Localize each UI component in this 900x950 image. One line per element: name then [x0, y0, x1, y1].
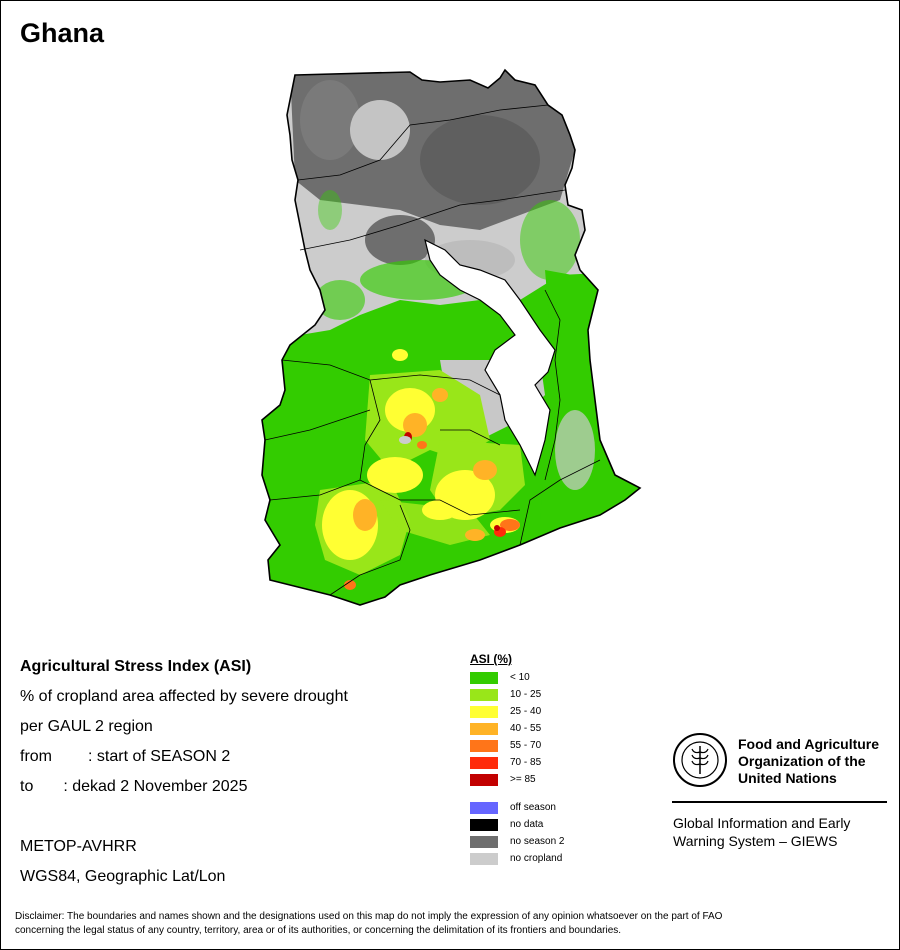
legend-class-item: 70 - 85 — [470, 757, 670, 769]
disclaimer: Disclaimer: The boundaries and names sho… — [15, 911, 723, 936]
ghana-outline — [261, 68, 642, 606]
fao-organization-name: Food and Agriculture Organization of the… — [738, 736, 880, 786]
legend-label: 55 - 70 — [510, 740, 542, 751]
legend-swatch — [470, 774, 498, 786]
period-from: from: start of SEASON 2 — [20, 748, 231, 765]
legend-label: no data — [510, 819, 544, 830]
legend-title: ASI (%) — [470, 652, 512, 666]
period-to: to: dekad 2 November 2025 — [20, 778, 248, 795]
ghana-asi-map — [261, 68, 642, 606]
legend-status-item: off season — [470, 802, 670, 814]
map-title: Ghana — [20, 18, 105, 48]
legend-label: off season — [510, 802, 556, 813]
giews-name: Global Information and Early Warning Sys… — [673, 815, 851, 849]
sensor-info: METOP-AVHRR WGS84, Geographic Lat/Lon — [20, 836, 225, 896]
legend-label: 70 - 85 — [510, 757, 542, 768]
legend-swatch — [470, 723, 498, 735]
legend-status-item: no cropland — [470, 853, 670, 865]
legend-class-item: 40 - 55 — [470, 723, 670, 735]
legend-label: no cropland — [510, 853, 563, 864]
legend-swatch — [470, 689, 498, 701]
map-fill — [262, 70, 640, 605]
index-description: % of cropland area affected by severe dr… — [20, 688, 348, 705]
legend-status-item: no data — [470, 819, 670, 831]
legend-status-item: no season 2 — [470, 836, 670, 848]
legend-class-item: 55 - 70 — [470, 740, 670, 752]
index-heading: Agricultural Stress Index (ASI) — [20, 658, 252, 675]
legend-label: 40 - 55 — [510, 723, 542, 734]
legend-class-item: < 10 — [470, 672, 670, 684]
legend-swatch — [470, 672, 498, 684]
legend-swatch — [470, 802, 498, 814]
legend-swatch — [470, 706, 498, 718]
legend-class-item: 10 - 25 — [470, 689, 670, 701]
legend: ASI (%) < 10 10 - 25 25 - 40 40 - 55 55 - 70… — [470, 651, 565, 865]
instrument: METOP-AVHRR — [20, 838, 137, 855]
map-description: Agricultural Stress Index (ASI) % of cro… — [20, 655, 348, 805]
legend-swatch — [470, 836, 498, 848]
region-boundaries — [264, 104, 601, 596]
legend-class-item: >= 85 — [470, 774, 670, 786]
legend-label: 10 - 25 — [510, 689, 542, 700]
fao-logo-icon — [673, 733, 727, 787]
projection: WGS84, Geographic Lat/Lon — [20, 868, 226, 885]
legend-swatch — [470, 819, 498, 831]
legend-label: no season 2 — [510, 836, 565, 847]
legend-label: < 10 — [510, 672, 530, 683]
legend-swatch — [470, 740, 498, 752]
legend-label: >= 85 — [510, 774, 536, 785]
legend-label: 25 - 40 — [510, 706, 542, 717]
legend-swatch — [470, 757, 498, 769]
fao-divider — [672, 801, 887, 803]
lake-volta — [424, 238, 556, 477]
region-level: per GAUL 2 region — [20, 718, 153, 735]
legend-class-item: 25 - 40 — [470, 706, 670, 718]
legend-swatch — [470, 853, 498, 865]
